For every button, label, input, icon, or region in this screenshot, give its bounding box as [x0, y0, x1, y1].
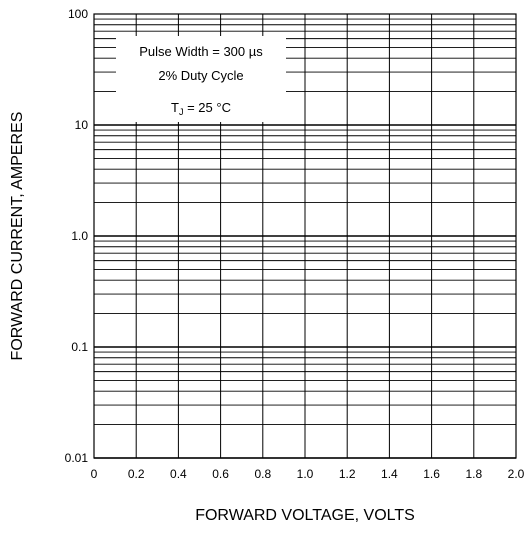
annotation-box	[116, 36, 286, 122]
x-tick-label: 1.6	[423, 467, 440, 481]
y-tick-label: 10	[75, 118, 89, 132]
y-tick-label: 1.0	[71, 229, 88, 243]
tick-labels: 0 0.2 0.4 0.6 0.8 1.0 1.2 1.4 1.6 1.8 2.0 0.01 0.1 1.…	[65, 7, 525, 481]
tj-subscript: J	[179, 107, 184, 117]
annotation-junction-temperature: TJ = 25 °C	[171, 100, 231, 117]
annotation-pulse-width: Pulse Width = 300 µs	[139, 44, 263, 59]
x-tick-label: 0.2	[128, 467, 145, 481]
x-tick-label: 0.8	[254, 467, 271, 481]
plot-frame	[93, 13, 517, 459]
x-tick-label: 0.4	[170, 467, 187, 481]
x-axis-title: FORWARD VOLTAGE, VOLTS	[195, 507, 415, 524]
y-axis-title: FORWARD CURRENT, AMPERES	[9, 112, 26, 361]
annotation-duty-cycle: 2% Duty Cycle	[158, 68, 243, 83]
x-tick-label: 1.2	[339, 467, 356, 481]
y-tick-label: 0.1	[71, 340, 88, 354]
x-tick-label: 1.8	[465, 467, 482, 481]
tj-value: = 25 °C	[183, 100, 230, 115]
y-tick-label: 0.01	[65, 451, 89, 465]
y-tick-label: 100	[68, 7, 88, 21]
x-tick-label: 0	[91, 467, 98, 481]
tj-symbol: T	[171, 100, 179, 115]
x-tick-label: 0.6	[212, 467, 229, 481]
x-tick-label: 2.0	[508, 467, 525, 481]
x-tick-label: 1.0	[297, 467, 314, 481]
x-tick-label: 1.4	[381, 467, 398, 481]
